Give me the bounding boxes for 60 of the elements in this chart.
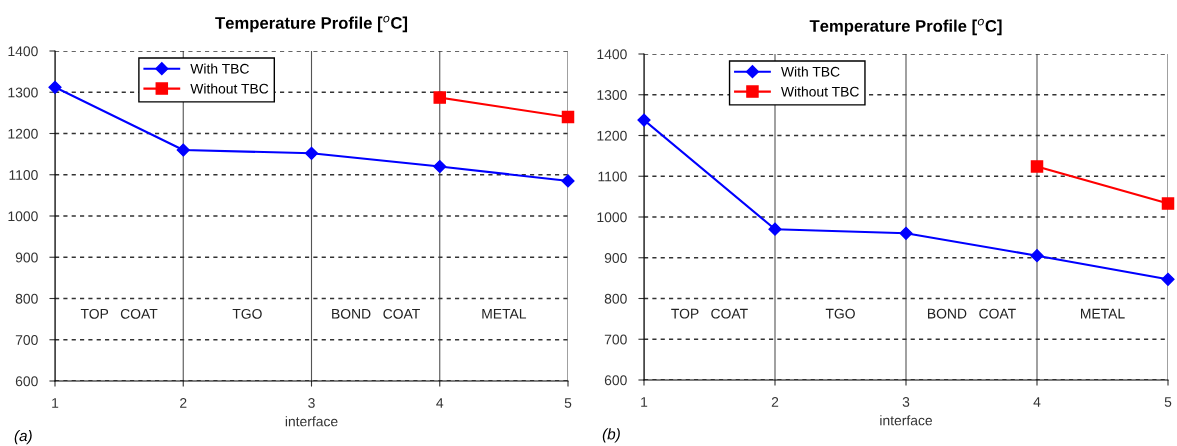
x-tick-label: 3 bbox=[308, 398, 315, 408]
point bbox=[48, 80, 62, 94]
y-tick-label: 700 bbox=[15, 335, 38, 345]
annotation: METAL bbox=[1081, 308, 1125, 319]
chart-title: Temperature Profile [$^{o}$C] bbox=[215, 15, 408, 33]
y-tick-label: 1400 bbox=[8, 46, 38, 57]
x-tick-label: 1 bbox=[641, 397, 648, 407]
point bbox=[433, 91, 447, 104]
x-axis-title: interface bbox=[880, 415, 933, 426]
y-tick-label: 1400 bbox=[597, 49, 627, 60]
y-tick-label: 1300 bbox=[597, 90, 627, 100]
annotation: TGO bbox=[825, 308, 855, 319]
point bbox=[176, 143, 190, 157]
x-axis-title: interface bbox=[285, 416, 338, 427]
point bbox=[899, 226, 913, 240]
point bbox=[304, 146, 319, 160]
point bbox=[433, 159, 447, 174]
text: (a) bbox=[14, 429, 32, 445]
legend-label: With TBC bbox=[190, 63, 249, 74]
point bbox=[637, 113, 651, 127]
y-tick-label: 1300 bbox=[8, 87, 38, 98]
y-tick-label: 800 bbox=[15, 293, 38, 304]
chart-title: Temperature Profile [$^{o}$C] bbox=[809, 18, 1002, 36]
point bbox=[768, 222, 782, 236]
annotation: METAL bbox=[482, 309, 527, 319]
x-tick-label: 5 bbox=[564, 398, 572, 408]
point bbox=[561, 174, 575, 188]
point bbox=[561, 110, 575, 124]
y-tick-label: 1000 bbox=[8, 211, 38, 222]
x-tick-label: 1 bbox=[52, 398, 59, 408]
annotation: BOND COAT bbox=[332, 308, 420, 319]
y-tick-label: 900 bbox=[15, 252, 38, 263]
y-tick-label: 1200 bbox=[597, 130, 627, 141]
y-tick-label: 700 bbox=[604, 334, 627, 345]
y-tick-label: 900 bbox=[604, 253, 627, 263]
x-tick-label: 4 bbox=[1033, 397, 1041, 407]
point bbox=[1161, 197, 1175, 210]
x-tick-label: 3 bbox=[902, 397, 910, 407]
text: (b) bbox=[602, 428, 620, 443]
y-tick-label: 600 bbox=[15, 376, 38, 387]
y-tick-label: 600 bbox=[604, 375, 627, 386]
x-tick-label: 2 bbox=[180, 398, 187, 408]
legend-label: With TBC bbox=[780, 66, 840, 77]
x-tick-label: 2 bbox=[771, 397, 779, 407]
annotation: TOP COAT bbox=[671, 308, 748, 319]
legend-label: Without TBC bbox=[780, 86, 859, 97]
annotation: BOND COAT bbox=[928, 308, 1016, 319]
legend-label: Without TBC bbox=[190, 83, 269, 94]
y-tick-label: 1100 bbox=[598, 171, 627, 182]
y-tick-label: 1200 bbox=[8, 128, 38, 139]
annotation: TOP COAT bbox=[80, 308, 158, 319]
x-tick-label: 4 bbox=[436, 398, 444, 408]
point bbox=[1030, 249, 1044, 263]
y-tick-label: 1100 bbox=[9, 170, 38, 180]
point bbox=[1030, 160, 1044, 173]
x-tick-label: 5 bbox=[1164, 397, 1172, 407]
point bbox=[1161, 272, 1175, 286]
y-tick-label: 1000 bbox=[597, 212, 627, 223]
annotation: TGO bbox=[232, 308, 262, 319]
y-tick-label: 800 bbox=[604, 293, 627, 304]
